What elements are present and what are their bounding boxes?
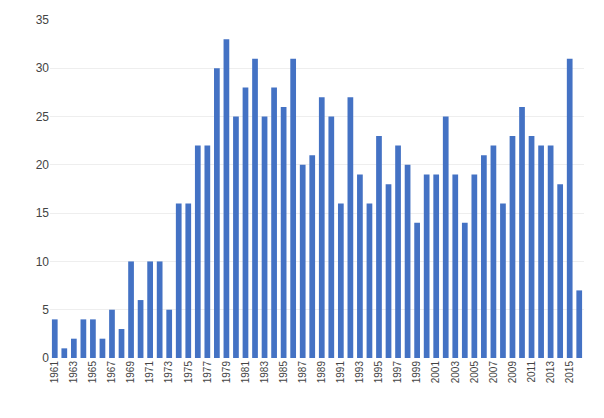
svg-text:25: 25 [36, 110, 50, 124]
svg-text:1973: 1973 [163, 361, 174, 384]
svg-text:2011: 2011 [526, 361, 537, 383]
svg-text:1971: 1971 [144, 361, 155, 384]
svg-text:1975: 1975 [183, 361, 194, 384]
svg-text:1995: 1995 [373, 361, 384, 384]
svg-text:1963: 1963 [68, 361, 79, 384]
svg-text:30: 30 [36, 61, 50, 75]
svg-text:1969: 1969 [125, 361, 136, 384]
svg-text:2001: 2001 [430, 361, 441, 384]
svg-text:5: 5 [42, 303, 49, 317]
svg-text:1979: 1979 [221, 361, 232, 384]
svg-text:1983: 1983 [259, 361, 270, 384]
svg-text:1981: 1981 [240, 361, 251, 384]
svg-text:10: 10 [36, 255, 50, 269]
svg-text:15: 15 [36, 206, 50, 220]
svg-text:1965: 1965 [87, 361, 98, 384]
svg-text:2005: 2005 [469, 361, 480, 384]
svg-text:1991: 1991 [335, 361, 346, 384]
svg-text:1967: 1967 [106, 361, 117, 384]
svg-text:1987: 1987 [297, 361, 308, 384]
svg-text:2003: 2003 [450, 361, 461, 384]
svg-text:1985: 1985 [278, 361, 289, 384]
svg-text:2013: 2013 [545, 361, 556, 384]
svg-text:0: 0 [42, 351, 49, 365]
svg-text:1999: 1999 [411, 361, 422, 384]
svg-text:2007: 2007 [488, 361, 499, 384]
svg-text:1977: 1977 [202, 361, 213, 384]
svg-text:2015: 2015 [564, 361, 575, 384]
svg-text:35: 35 [36, 13, 50, 27]
svg-text:1997: 1997 [392, 361, 403, 384]
svg-text:1993: 1993 [354, 361, 365, 384]
svg-text:2009: 2009 [507, 361, 518, 384]
svg-text:20: 20 [36, 158, 50, 172]
svg-text:1989: 1989 [316, 361, 327, 384]
svg-text:1961: 1961 [49, 361, 60, 384]
